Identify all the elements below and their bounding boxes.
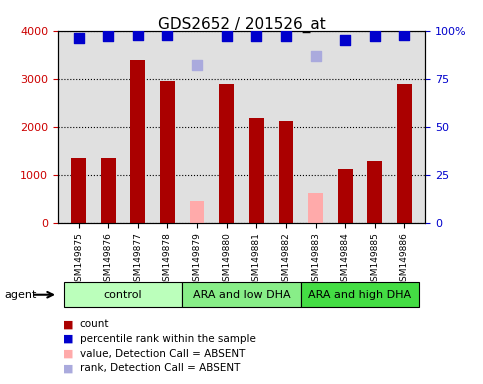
Text: agent: agent [5,290,37,300]
Point [312,53,319,59]
Point [341,37,349,43]
Point [253,33,260,40]
Text: ARA and high DHA: ARA and high DHA [308,290,412,300]
Text: GDS2652 / 201526_at: GDS2652 / 201526_at [157,17,326,33]
Bar [249,118,264,223]
Text: ■: ■ [63,349,73,359]
Point [164,31,171,38]
Point [371,33,379,40]
Text: count: count [80,319,109,329]
Point [400,31,408,38]
Point [282,33,290,40]
Text: control: control [104,290,142,300]
Bar [101,159,116,223]
Point [193,62,201,68]
Bar [279,121,293,223]
Bar [219,84,234,223]
Bar [160,81,175,223]
Bar [397,84,412,223]
Bar [190,201,204,223]
Point [223,33,230,40]
Text: ■: ■ [63,363,73,373]
Text: ■: ■ [63,334,73,344]
Bar [338,169,353,223]
Bar [130,60,145,223]
Point [75,35,83,41]
Text: percentile rank within the sample: percentile rank within the sample [80,334,256,344]
Bar [367,161,382,223]
Text: ■: ■ [63,319,73,329]
Point [134,31,142,38]
Text: value, Detection Call = ABSENT: value, Detection Call = ABSENT [80,349,245,359]
Text: ARA and low DHA: ARA and low DHA [193,290,290,300]
Text: rank, Detection Call = ABSENT: rank, Detection Call = ABSENT [80,363,240,373]
Bar [308,193,323,223]
Point [104,33,112,40]
Bar [71,159,86,223]
